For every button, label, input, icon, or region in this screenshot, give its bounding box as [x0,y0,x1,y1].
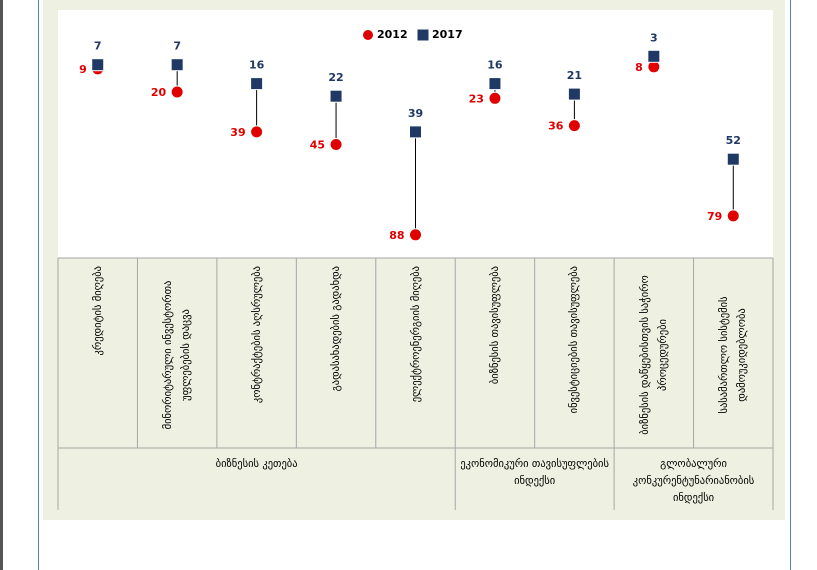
data-label: 45 [310,139,325,152]
data-label: 36 [548,120,564,133]
dot [409,228,422,242]
x-tick-label: ინვესტიციების თავისუფლება [568,266,581,414]
legend-label: 2017 [432,28,463,41]
square [567,87,581,101]
group-label: ეკონომიკური თავისუფლების ინდექსი [460,458,609,487]
data-label: 52 [726,134,741,147]
data-label: 7 [173,40,181,53]
data-label: 88 [389,229,404,242]
x-tick-label: გადასახადების გადახდა [330,266,343,392]
square [329,89,343,103]
x-tick-label: ბიზნესის თავისუფლება [488,266,501,385]
x-tick-label: კრედიტის მიღება [91,266,104,356]
data-label: 20 [151,86,167,99]
data-label: 16 [487,59,503,72]
square [170,58,184,72]
x-tick-label: მინორიტარული ინვესტორთა უფლებების დაცვა [162,280,193,430]
group-label: ბიზნესის კეთება [215,458,298,470]
dot [488,91,502,105]
square [488,77,502,91]
dot [250,125,264,139]
square [647,49,661,63]
data-label: 39 [408,107,423,120]
square [91,58,105,72]
data-label: 7 [94,40,102,53]
square [726,152,740,166]
x-tick-label: კონტრაქტების აღსრულება [250,266,263,404]
square [250,77,264,91]
data-label: 3 [650,31,658,44]
square [409,125,422,139]
dot [329,138,343,151]
legend-marker [417,29,429,41]
data-label: 79 [707,210,722,223]
dot [726,209,740,223]
data-label: 22 [328,71,343,84]
data-label: 9 [79,63,87,76]
legend-marker [362,29,374,41]
left-edge [0,0,3,570]
x-tick-label: ბიზნესის დაწყებისთვის საჭირო პროცედურები [638,275,669,435]
x-tick-label: სასამართლო სისტემის დამოუკიდებლობა [718,296,749,414]
dot [567,119,581,133]
data-label: 23 [469,92,484,105]
data-label: 21 [567,69,582,82]
legend-label: 2012 [377,28,408,41]
x-tick-label: ელექტროენერგიის მიღება [409,266,422,403]
data-label: 16 [249,59,265,72]
data-label: 8 [635,61,643,74]
data-label: 39 [230,126,245,139]
group-label: გლობალური კონკურენტუნარიანობის ინდექსი [632,458,755,504]
dot [170,85,184,99]
